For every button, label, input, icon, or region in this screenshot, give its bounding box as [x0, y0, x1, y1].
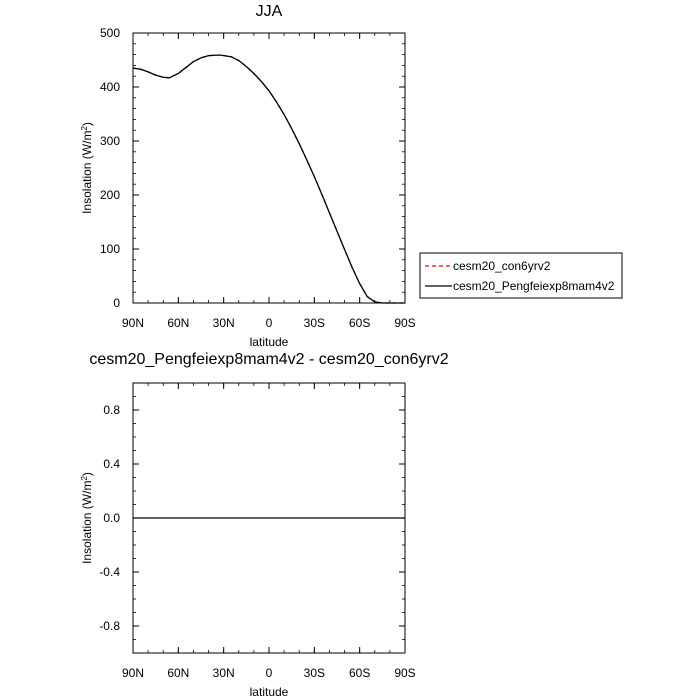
- bottom-y-axis-label: Insolation (W/m2): [80, 472, 94, 564]
- top-chart-title: JJA: [256, 3, 283, 20]
- bottom-x-tick-label: 60S: [349, 666, 370, 680]
- bottom-x-tick-labels: 90N 60N 30N 0 30S 60S 90S: [122, 666, 416, 680]
- bottom-x-tick-label: 90S: [394, 666, 415, 680]
- top-y-axis-label: Insolation (W/m2): [80, 122, 94, 214]
- bottom-x-axis-label: latitude: [250, 685, 289, 699]
- bottom-y-tick-label: 0.0: [103, 511, 120, 525]
- top-y-tick-label: 200: [100, 188, 120, 202]
- top-x-tick-labels: 90N 60N 30N 0 30S 60S 90S: [122, 316, 416, 330]
- bottom-y-tick-label: 0.8: [103, 403, 120, 417]
- bottom-y-tick-label: 0.4: [103, 457, 120, 471]
- top-x-tick-label: 30N: [213, 316, 235, 330]
- top-y-tick-label: 300: [100, 134, 120, 148]
- bottom-x-tick-label: 30S: [304, 666, 325, 680]
- top-y-tick-label: 0: [113, 296, 120, 310]
- bottom-y-tick-label: -0.4: [99, 565, 120, 579]
- top-series-line-1: [132, 54, 405, 304]
- top-x-tick-label: 0: [266, 316, 273, 330]
- legend-label-pengfei: cesm20_Pengfeiexp8mam4v2: [453, 279, 615, 293]
- top-y-tick-label: 400: [100, 80, 120, 94]
- top-y-tick-label: 500: [100, 26, 120, 40]
- top-series-line-0: [132, 54, 405, 304]
- top-plot-frame: [132, 32, 406, 304]
- legend: cesm20_con6yrv2 cesm20_Pengfeiexp8mam4v2: [419, 252, 623, 299]
- bottom-panel: cesm20_Pengfeiexp8mam4v2 - cesm20_con6yr…: [80, 351, 449, 699]
- legend-box: [419, 252, 623, 299]
- top-tick-marks: [132, 32, 406, 304]
- bottom-y-tick-label: -0.8: [99, 619, 120, 633]
- bottom-x-tick-label: 60N: [167, 666, 189, 680]
- top-x-tick-label: 60N: [167, 316, 189, 330]
- top-x-tick-label: 90S: [394, 316, 415, 330]
- bottom-tick-marks: [132, 382, 406, 654]
- bottom-y-tick-labels: -0.8 -0.4 0.0 0.4 0.8: [99, 403, 120, 633]
- top-y-tick-label: 100: [100, 242, 120, 256]
- top-y-tick-labels: 0 100 200 300 400 500: [100, 26, 120, 310]
- legend-label-con6yrv2: cesm20_con6yrv2: [453, 259, 551, 273]
- top-x-tick-label: 90N: [122, 316, 144, 330]
- top-panel: JJA 90N 60N 30N 0 30S 60S 90S 0 100 200 300 400 500…: [80, 3, 416, 349]
- top-series-lines: [132, 54, 405, 304]
- bottom-x-tick-label: 90N: [122, 666, 144, 680]
- top-x-axis-label: latitude: [250, 335, 289, 349]
- bottom-x-tick-label: 30N: [213, 666, 235, 680]
- top-x-tick-label: 30S: [304, 316, 325, 330]
- bottom-chart-title: cesm20_Pengfeiexp8mam4v2 - cesm20_con6yr…: [89, 351, 448, 368]
- bottom-x-tick-label: 0: [266, 666, 273, 680]
- top-x-tick-label: 60S: [349, 316, 370, 330]
